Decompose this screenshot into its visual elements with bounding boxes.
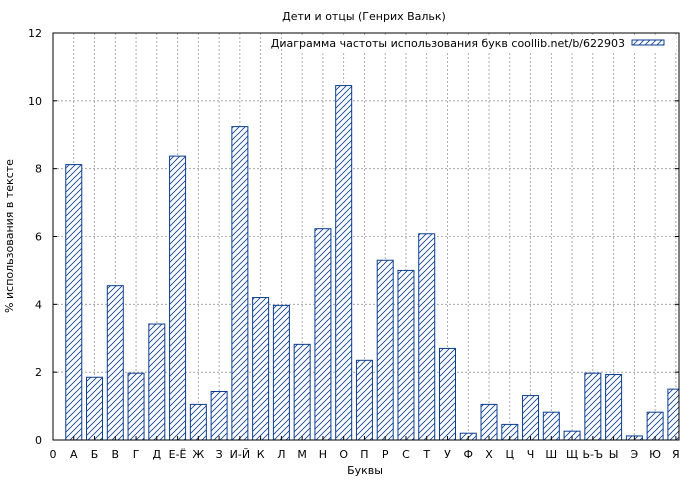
bar	[376, 259, 394, 441]
bar	[522, 395, 540, 441]
x-tick-label: Ы	[609, 448, 619, 461]
bar	[148, 323, 166, 441]
legend-swatch	[631, 39, 665, 46]
grid-lines	[53, 33, 679, 440]
x-axis-ticks: 0 А Б В Г Д Е-Ё Ж З И-Й К Л М Н О П Р С Т У Ф Х Ц Ч Ш Щ Ь-Ъ Ы Э Ю Я	[50, 436, 680, 461]
y-tick-label: 8	[35, 163, 42, 176]
x-tick-label: Б	[91, 448, 99, 461]
legend-label: Диаграмма частоты использования букв coo…	[271, 37, 625, 50]
bar	[335, 85, 353, 441]
y-tick-label: 12	[28, 27, 42, 40]
x-tick-label: У	[444, 448, 451, 461]
legend: Диаграмма частоты использования букв coo…	[271, 35, 676, 51]
x-tick-label: Ь-Ъ	[582, 448, 603, 461]
bar	[397, 269, 415, 441]
x-tick-label: Н	[319, 448, 327, 461]
y-axis-ticks: 0 2 4 6 8 10 12	[28, 27, 679, 447]
bar	[293, 343, 311, 441]
legend-background	[284, 35, 676, 51]
y-tick-label: 6	[35, 231, 42, 244]
x-tick-label: Х	[485, 448, 493, 461]
x-tick-label: Д	[153, 448, 162, 461]
x-tick-label: З	[216, 448, 223, 461]
bar	[584, 372, 602, 441]
bar	[252, 297, 270, 441]
bar	[127, 372, 145, 441]
bar	[480, 403, 498, 441]
x-tick-label: Ж	[192, 448, 204, 461]
bar	[231, 126, 249, 441]
bar	[106, 285, 124, 441]
x-tick-label: Л	[277, 448, 285, 461]
bar	[605, 374, 623, 441]
x-tick-label: П	[360, 448, 368, 461]
x-tick-label: Е-Ё	[169, 448, 187, 461]
x-tick-label: А	[70, 448, 78, 461]
bar	[189, 403, 207, 441]
x-tick-label: Я	[672, 448, 680, 461]
bar	[438, 347, 456, 441]
x-tick-label: И-Й	[230, 448, 250, 461]
x-tick-label: Ш	[545, 448, 557, 461]
y-axis-label: % использования в тексте	[3, 159, 16, 313]
bar	[65, 164, 83, 441]
x-tick-label: Э	[631, 448, 639, 461]
bar	[272, 304, 290, 441]
x-tick-label: Щ	[566, 448, 578, 461]
y-tick-label: 10	[28, 95, 42, 108]
x-tick-label: Ф	[464, 448, 473, 461]
x-tick-label: 0	[50, 448, 57, 461]
x-tick-label: С	[402, 448, 410, 461]
chart-title: Дети и отцы (Генрих Вальк)	[282, 10, 446, 23]
bar	[646, 411, 664, 441]
bar	[210, 390, 228, 441]
x-tick-label: О	[339, 448, 348, 461]
y-tick-label: 0	[35, 434, 42, 447]
x-tick-label: К	[257, 448, 265, 461]
bar	[418, 233, 436, 441]
x-tick-label: Т	[422, 448, 430, 461]
bar	[667, 388, 680, 441]
x-tick-label: Ч	[527, 448, 535, 461]
x-tick-label: В	[112, 448, 120, 461]
x-tick-label: Р	[382, 448, 389, 461]
x-tick-label: Г	[133, 448, 140, 461]
bars	[65, 85, 680, 441]
bar	[314, 228, 332, 441]
y-tick-label: 4	[35, 298, 42, 311]
bar	[542, 411, 560, 441]
bar	[86, 376, 104, 441]
x-axis-label: Буквы	[347, 464, 383, 477]
bar	[169, 155, 187, 441]
x-tick-label: Ю	[649, 448, 661, 461]
y-tick-label: 2	[35, 366, 42, 379]
x-tick-label: Ц	[506, 448, 515, 461]
x-tick-label: М	[297, 448, 307, 461]
bar	[355, 359, 373, 441]
